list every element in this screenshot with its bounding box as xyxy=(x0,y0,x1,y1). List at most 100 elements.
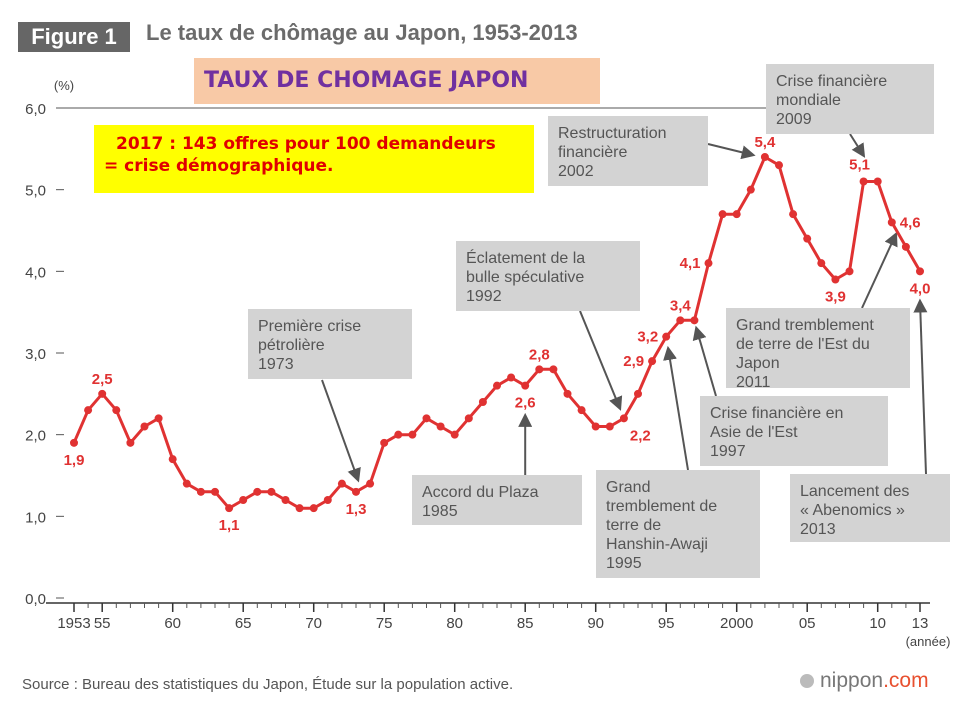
annotation-text: Éclatement de la bulle spéculative 1992 xyxy=(466,250,586,305)
y-tick-label: 0,0 xyxy=(25,591,46,608)
data-point xyxy=(408,430,417,439)
data-point xyxy=(634,389,642,398)
data-point xyxy=(196,487,205,496)
data-point xyxy=(901,242,910,251)
y-tick-label: 6,0 xyxy=(25,101,46,118)
figure-badge: Figure 1 xyxy=(18,22,130,52)
data-point xyxy=(619,414,628,423)
data-point xyxy=(605,422,614,431)
logo-mark-icon xyxy=(800,674,814,688)
data-label: 1,9 xyxy=(64,452,85,469)
data-point xyxy=(873,177,882,186)
data-point xyxy=(507,373,516,382)
data-point xyxy=(394,430,403,439)
data-label: 4,1 xyxy=(680,255,701,272)
data-point xyxy=(845,267,854,276)
data-point xyxy=(577,406,586,415)
data-point xyxy=(126,438,135,447)
y-tick-label: 4,0 xyxy=(25,264,46,281)
data-point xyxy=(450,430,459,439)
x-tick-label: 65 xyxy=(235,615,252,632)
annotation-bulle: Éclatement de la bulle spéculative 1992 xyxy=(456,241,640,311)
annotation-text: Crise financière en Asie de l'Est 1997 xyxy=(710,405,844,460)
x-axis-unit: (année) xyxy=(906,634,951,649)
data-point xyxy=(676,316,685,325)
data-point xyxy=(662,332,671,341)
data-point xyxy=(549,365,558,374)
data-point xyxy=(267,487,276,496)
axes: 0,0 1,0 2,0 3,0 4,0 5,0 6,0 (%) 1953 55 60 65 70 75 80… xyxy=(25,78,950,649)
highlight-note: 2017 : 143 offres pour 100 demandeurs = … xyxy=(94,125,534,193)
annotation-arrows xyxy=(321,133,928,483)
annotation-restructuration: Restructuration financière 2002 xyxy=(548,116,708,186)
data-point xyxy=(309,504,318,513)
annotation-text: Restructuration financière 2002 xyxy=(558,125,667,180)
arrow-hanshin xyxy=(663,345,689,471)
data-point xyxy=(380,438,389,447)
y-tick-label: 2,0 xyxy=(25,428,46,445)
annotation-text: Lancement des « Abenomics » 2013 xyxy=(800,483,910,538)
data-label: 2,6 xyxy=(515,395,536,412)
data-label: 3,9 xyxy=(825,289,846,306)
data-point xyxy=(831,275,840,284)
data-point xyxy=(521,381,530,390)
data-point xyxy=(225,504,234,513)
data-point xyxy=(352,487,360,496)
x-tick-label: 05 xyxy=(799,615,816,632)
x-tick-label: 90 xyxy=(587,615,604,632)
y-tick-label: 3,0 xyxy=(25,346,46,363)
data-point xyxy=(112,406,121,415)
data-point xyxy=(648,357,657,366)
data-point xyxy=(182,479,191,488)
data-point xyxy=(859,177,868,186)
logo-domain: .com xyxy=(883,669,929,692)
x-tick-label: 95 xyxy=(658,615,675,632)
annotation-text: Grand tremblement de terre de Hanshin-Aw… xyxy=(606,479,718,572)
nippon-logo: nippon.com xyxy=(800,669,929,693)
data-label: 2,8 xyxy=(529,346,550,363)
data-point xyxy=(337,479,346,488)
data-point xyxy=(563,389,572,398)
data-point xyxy=(281,496,290,504)
data-point xyxy=(168,455,177,464)
data-label: 1,3 xyxy=(346,501,367,518)
data-point xyxy=(70,438,78,447)
data-label: 5,1 xyxy=(849,157,870,174)
data-point xyxy=(887,218,896,227)
data-point xyxy=(478,398,487,406)
data-point xyxy=(464,414,473,423)
x-tick-label: 60 xyxy=(164,615,181,632)
arrow-crise-mondiale xyxy=(849,133,866,158)
annotation-text: Grand tremblement de terre de l'Est du J… xyxy=(736,317,874,391)
y-axis-unit: (%) xyxy=(54,78,74,93)
source-note: Source : Bureau des statistiques du Japo… xyxy=(22,676,514,693)
annotation-tremblement-est: Grand tremblement de terre de l'Est du J… xyxy=(726,308,910,391)
data-label: 3,4 xyxy=(670,297,692,314)
note-line-2: = crise démographique. xyxy=(104,156,334,176)
data-label: 1,1 xyxy=(219,517,240,534)
note-line-1: 2017 : 143 offres pour 100 demandeurs xyxy=(116,134,496,154)
y-tick-label: 5,0 xyxy=(25,183,46,200)
arrow-asie xyxy=(692,325,717,397)
x-tick-label: 80 xyxy=(446,615,463,632)
data-point xyxy=(211,487,219,496)
data-label: 2,5 xyxy=(92,371,113,388)
data-point xyxy=(760,153,769,161)
data-label: 4,6 xyxy=(900,214,921,231)
x-tick-label: 1953 xyxy=(57,615,90,632)
data-point xyxy=(493,381,501,390)
data-point xyxy=(295,504,304,513)
x-tick-label: 55 xyxy=(94,615,111,632)
data-point xyxy=(253,487,262,496)
x-tick-label: 10 xyxy=(869,615,886,632)
arrow-tremblement-est xyxy=(861,231,898,309)
x-tick-label: 13 xyxy=(912,615,929,632)
data-label: 4,0 xyxy=(910,280,931,297)
figure-label: Figure 1 xyxy=(31,24,117,49)
data-point xyxy=(98,389,107,398)
data-point xyxy=(916,267,924,276)
x-tick-label: 85 xyxy=(517,615,534,632)
data-point xyxy=(775,161,783,170)
data-point xyxy=(690,316,699,325)
